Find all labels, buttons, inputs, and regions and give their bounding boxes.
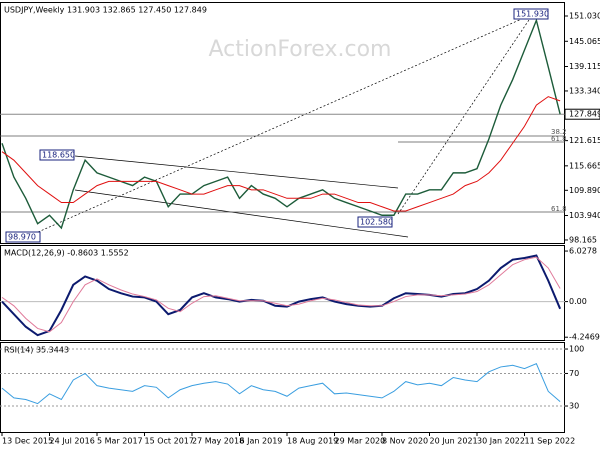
x-tick-label: 13 Dec 2015 (2, 437, 53, 446)
panel-title: RSI(14) 35.3443 (4, 346, 69, 355)
last-price-label: 127.849 (569, 110, 600, 119)
x-tick-label: 20 Jun 2021 (430, 437, 478, 446)
y-tick-label: 145.065 (569, 37, 600, 46)
x-tick-label: 8 Nov 2020 (382, 437, 428, 446)
y-tick-label: -4.2469 (569, 333, 600, 342)
rsi-panel (0, 342, 565, 433)
y-tick-label: 139.115 (569, 62, 600, 71)
y-tick-label: 6.0278 (569, 247, 597, 256)
x-tick-label: 27 May 2018 (192, 437, 244, 446)
panel-title: USDJPY,Weekly 131.903 132.865 127.450 12… (4, 6, 207, 15)
x-tick-label: 24 Jul 2016 (50, 437, 95, 446)
series-line (1, 96, 561, 212)
y-tick-label: 70 (569, 369, 579, 378)
series-line (1, 363, 561, 405)
watermark: ActionForex.com (209, 37, 392, 62)
y-tick-label: 30 (569, 402, 579, 411)
annotation-box (357, 216, 393, 228)
y-tick-label: 100 (569, 345, 584, 354)
price-panel (0, 2, 565, 244)
y-tick-label: 98.165 (569, 235, 597, 244)
series-line (1, 18, 561, 230)
series-line (1, 256, 561, 333)
annotation: 118.650 (42, 151, 75, 160)
annotation: 102.580 (360, 218, 393, 227)
y-tick-label: 103.940 (569, 211, 600, 220)
x-tick-label: 5 Mar 2017 (97, 437, 143, 446)
x-tick-label: 11 Sep 2022 (525, 437, 576, 446)
panel-title: MACD(12,26,9) -0.8603 1.5552 (4, 249, 129, 258)
x-tick-label: 18 Aug 2019 (287, 437, 338, 446)
annotation-box (5, 231, 41, 243)
x-tick-label: 15 Oct 2017 (145, 437, 194, 446)
annotation-box (39, 149, 75, 161)
annotation: 61.8 (551, 135, 567, 143)
annotation: 61.8 (551, 205, 567, 213)
y-tick-label: 133.340 (569, 86, 600, 95)
annotation: 38.2 (551, 128, 567, 136)
x-tick-label: 6 Jan 2019 (240, 437, 283, 446)
annotation: 151.930 (516, 10, 549, 19)
x-tick-label: 29 Mar 2020 (335, 437, 386, 446)
y-tick-label: 115.665 (569, 161, 600, 170)
last-price-box (564, 108, 600, 120)
x-tick-label: 30 Jan 2022 (477, 437, 525, 446)
channel-bottom (74, 189, 409, 238)
channel-top (74, 155, 399, 189)
y-tick-label: 151.030 (569, 12, 600, 21)
macd-panel (0, 245, 565, 341)
y-tick-label: 121.615 (569, 136, 600, 145)
annotation: 98.970 (8, 233, 36, 242)
annotation-box (513, 8, 549, 20)
y-tick-label: 109.890 (569, 186, 600, 195)
y-tick-label: 0.00 (569, 297, 587, 306)
